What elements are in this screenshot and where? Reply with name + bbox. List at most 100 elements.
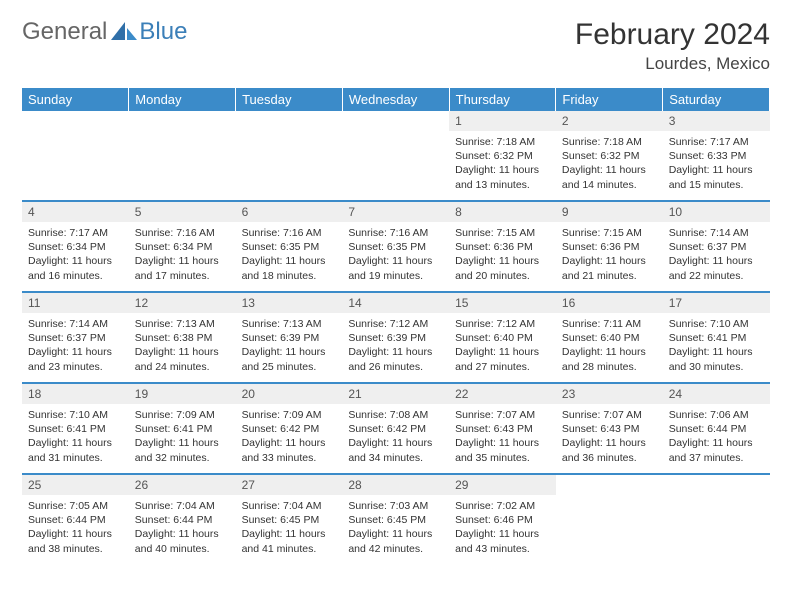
daylight-text2: and 25 minutes. (242, 360, 337, 374)
daylight-text2: and 32 minutes. (135, 451, 230, 465)
day-number-cell: 15 (449, 292, 556, 313)
sunrise-text: Sunrise: 7:15 AM (455, 226, 550, 240)
sunset-text: Sunset: 6:43 PM (562, 422, 657, 436)
daylight-text2: and 33 minutes. (242, 451, 337, 465)
day-content-cell: Sunrise: 7:17 AMSunset: 6:34 PMDaylight:… (22, 222, 129, 292)
day-number-cell: 20 (236, 383, 343, 404)
daylight-text2: and 35 minutes. (455, 451, 550, 465)
daylight-text2: and 40 minutes. (135, 542, 230, 556)
day-content-cell: Sunrise: 7:14 AMSunset: 6:37 PMDaylight:… (663, 222, 770, 292)
day-number-cell (342, 111, 449, 131)
day-number-cell: 26 (129, 474, 236, 495)
day-content-cell: Sunrise: 7:04 AMSunset: 6:45 PMDaylight:… (236, 495, 343, 565)
day-number-row: 123 (22, 111, 770, 131)
day-content-cell: Sunrise: 7:03 AMSunset: 6:45 PMDaylight:… (342, 495, 449, 565)
day-content-row: Sunrise: 7:17 AMSunset: 6:34 PMDaylight:… (22, 222, 770, 292)
daylight-text: Daylight: 11 hours (562, 163, 657, 177)
day-content-row: Sunrise: 7:18 AMSunset: 6:32 PMDaylight:… (22, 131, 770, 201)
day-header: Monday (129, 88, 236, 111)
daylight-text: Daylight: 11 hours (348, 436, 443, 450)
sunset-text: Sunset: 6:32 PM (455, 149, 550, 163)
day-content-cell: Sunrise: 7:17 AMSunset: 6:33 PMDaylight:… (663, 131, 770, 201)
day-content-cell (663, 495, 770, 565)
day-number-cell: 11 (22, 292, 129, 313)
daylight-text: Daylight: 11 hours (455, 527, 550, 541)
day-content-row: Sunrise: 7:05 AMSunset: 6:44 PMDaylight:… (22, 495, 770, 565)
day-content-cell: Sunrise: 7:16 AMSunset: 6:34 PMDaylight:… (129, 222, 236, 292)
day-content-cell: Sunrise: 7:06 AMSunset: 6:44 PMDaylight:… (663, 404, 770, 474)
sunset-text: Sunset: 6:45 PM (242, 513, 337, 527)
sunrise-text: Sunrise: 7:03 AM (348, 499, 443, 513)
day-number-cell: 2 (556, 111, 663, 131)
daylight-text: Daylight: 11 hours (562, 436, 657, 450)
daylight-text2: and 26 minutes. (348, 360, 443, 374)
daylight-text: Daylight: 11 hours (562, 345, 657, 359)
day-header: Sunday (22, 88, 129, 111)
day-content-cell: Sunrise: 7:18 AMSunset: 6:32 PMDaylight:… (556, 131, 663, 201)
day-content-cell: Sunrise: 7:10 AMSunset: 6:41 PMDaylight:… (663, 313, 770, 383)
sunrise-text: Sunrise: 7:15 AM (562, 226, 657, 240)
sunrise-text: Sunrise: 7:16 AM (242, 226, 337, 240)
day-content-cell: Sunrise: 7:13 AMSunset: 6:39 PMDaylight:… (236, 313, 343, 383)
day-number-cell (663, 474, 770, 495)
sunset-text: Sunset: 6:34 PM (135, 240, 230, 254)
day-content-cell (129, 131, 236, 201)
day-number-cell: 9 (556, 201, 663, 222)
day-number-cell: 13 (236, 292, 343, 313)
day-content-cell: Sunrise: 7:05 AMSunset: 6:44 PMDaylight:… (22, 495, 129, 565)
daylight-text: Daylight: 11 hours (242, 254, 337, 268)
daylight-text2: and 13 minutes. (455, 178, 550, 192)
page-header: General Blue February 2024 Lourdes, Mexi… (22, 18, 770, 74)
day-content-cell: Sunrise: 7:16 AMSunset: 6:35 PMDaylight:… (236, 222, 343, 292)
daylight-text2: and 16 minutes. (28, 269, 123, 283)
sunset-text: Sunset: 6:35 PM (242, 240, 337, 254)
sunset-text: Sunset: 6:42 PM (242, 422, 337, 436)
sunset-text: Sunset: 6:36 PM (455, 240, 550, 254)
day-number-cell (236, 111, 343, 131)
day-number-cell: 24 (663, 383, 770, 404)
daylight-text2: and 24 minutes. (135, 360, 230, 374)
daylight-text2: and 43 minutes. (455, 542, 550, 556)
daylight-text2: and 14 minutes. (562, 178, 657, 192)
sunrise-text: Sunrise: 7:02 AM (455, 499, 550, 513)
sunset-text: Sunset: 6:36 PM (562, 240, 657, 254)
day-number-cell: 23 (556, 383, 663, 404)
day-number-row: 45678910 (22, 201, 770, 222)
sunrise-text: Sunrise: 7:09 AM (242, 408, 337, 422)
sunset-text: Sunset: 6:44 PM (28, 513, 123, 527)
daylight-text: Daylight: 11 hours (455, 163, 550, 177)
daylight-text2: and 31 minutes. (28, 451, 123, 465)
brand-part2: Blue (139, 18, 187, 46)
day-content-cell: Sunrise: 7:13 AMSunset: 6:38 PMDaylight:… (129, 313, 236, 383)
daylight-text2: and 42 minutes. (348, 542, 443, 556)
daylight-text: Daylight: 11 hours (562, 254, 657, 268)
sunrise-text: Sunrise: 7:04 AM (242, 499, 337, 513)
sunrise-text: Sunrise: 7:17 AM (28, 226, 123, 240)
daylight-text: Daylight: 11 hours (28, 527, 123, 541)
day-number-cell: 16 (556, 292, 663, 313)
day-content-cell: Sunrise: 7:07 AMSunset: 6:43 PMDaylight:… (449, 404, 556, 474)
day-content-cell: Sunrise: 7:15 AMSunset: 6:36 PMDaylight:… (449, 222, 556, 292)
daylight-text: Daylight: 11 hours (455, 345, 550, 359)
daylight-text2: and 30 minutes. (669, 360, 764, 374)
day-content-cell: Sunrise: 7:09 AMSunset: 6:42 PMDaylight:… (236, 404, 343, 474)
day-number-cell: 7 (342, 201, 449, 222)
sunrise-text: Sunrise: 7:12 AM (348, 317, 443, 331)
daylight-text: Daylight: 11 hours (455, 254, 550, 268)
sunset-text: Sunset: 6:45 PM (348, 513, 443, 527)
sunrise-text: Sunrise: 7:08 AM (348, 408, 443, 422)
day-number-cell: 22 (449, 383, 556, 404)
daylight-text: Daylight: 11 hours (669, 254, 764, 268)
sunset-text: Sunset: 6:34 PM (28, 240, 123, 254)
day-content-cell: Sunrise: 7:18 AMSunset: 6:32 PMDaylight:… (449, 131, 556, 201)
day-header: Thursday (449, 88, 556, 111)
sunset-text: Sunset: 6:40 PM (562, 331, 657, 345)
daylight-text2: and 15 minutes. (669, 178, 764, 192)
sunset-text: Sunset: 6:39 PM (348, 331, 443, 345)
sunset-text: Sunset: 6:44 PM (669, 422, 764, 436)
sunset-text: Sunset: 6:37 PM (28, 331, 123, 345)
sunrise-text: Sunrise: 7:14 AM (28, 317, 123, 331)
sunset-text: Sunset: 6:41 PM (135, 422, 230, 436)
sunset-text: Sunset: 6:41 PM (28, 422, 123, 436)
daylight-text: Daylight: 11 hours (28, 254, 123, 268)
